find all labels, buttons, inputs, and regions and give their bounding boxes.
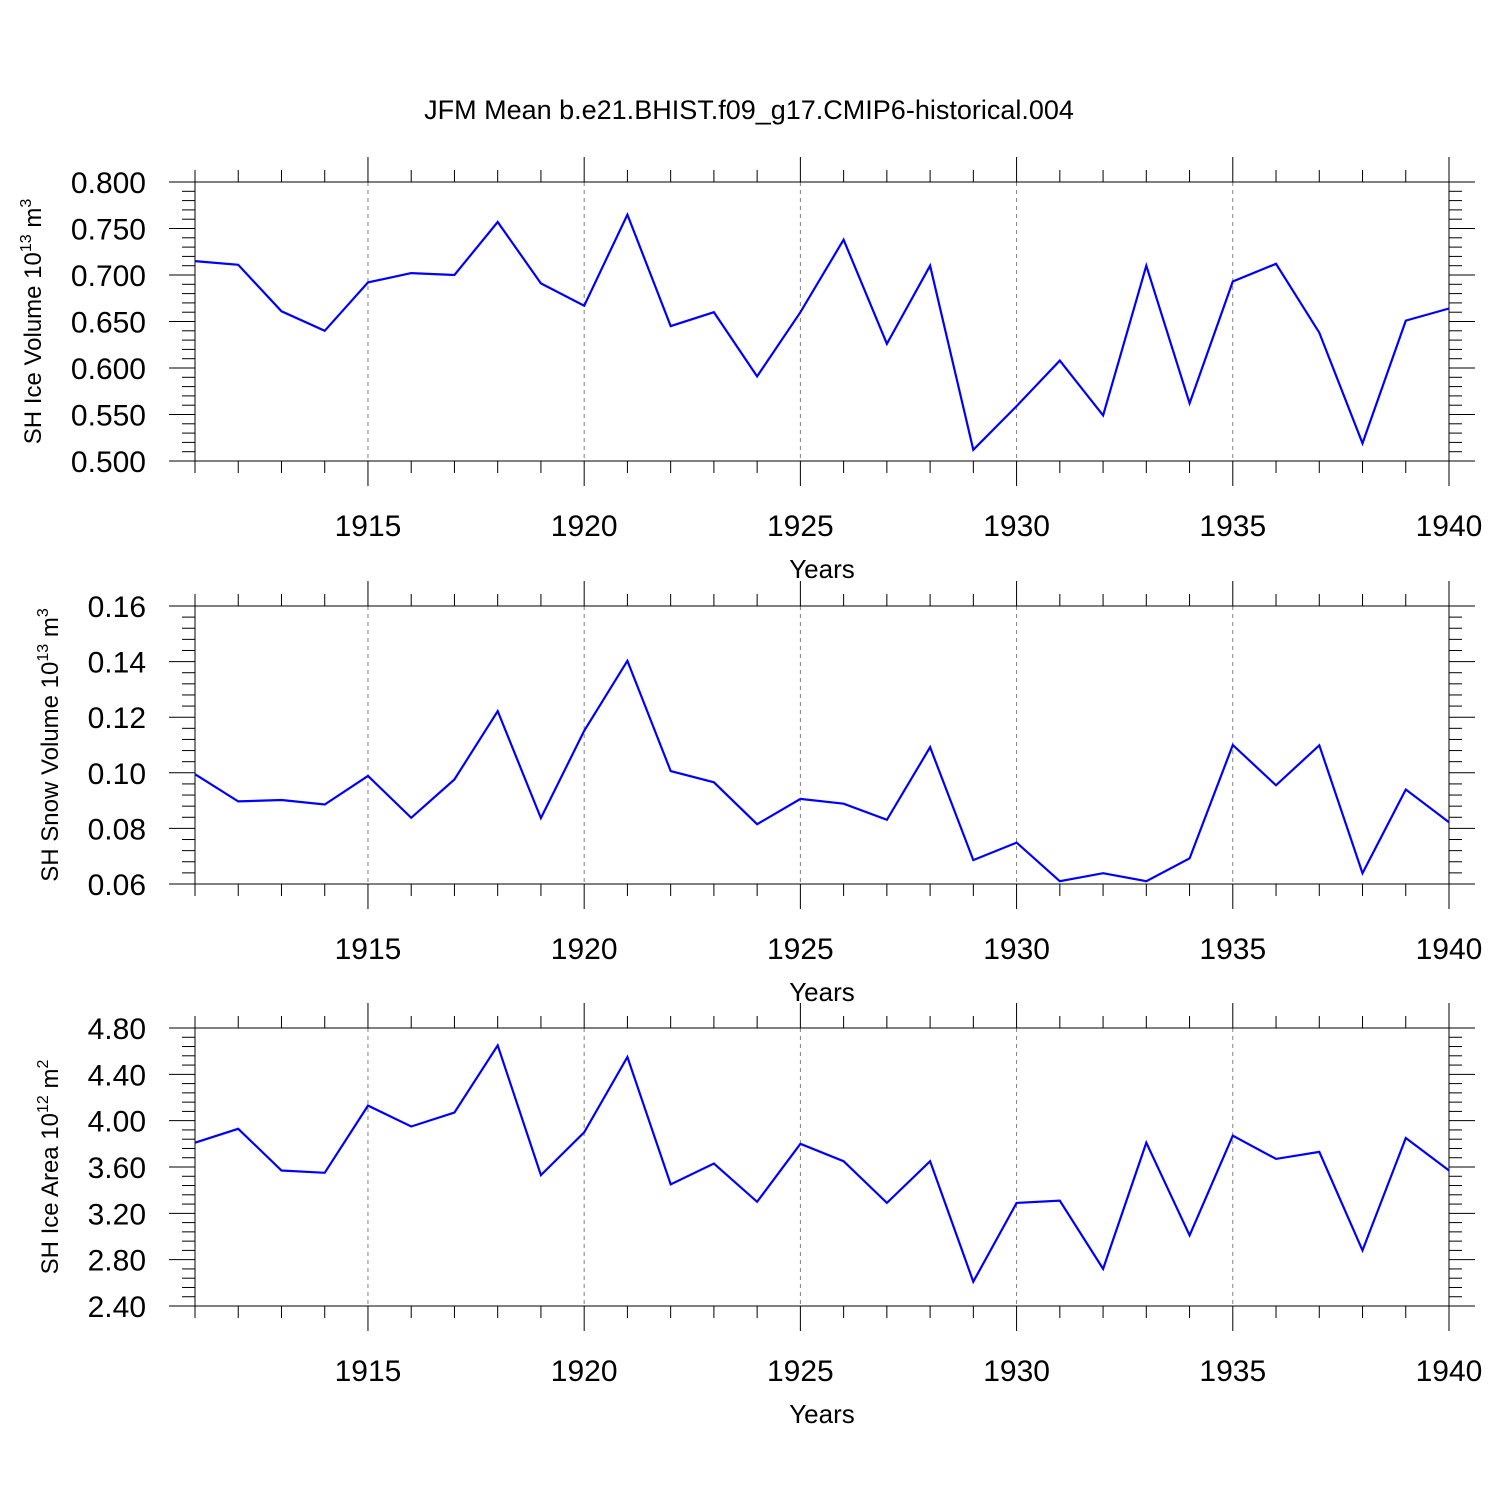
y-tick-label: 0.650 [71,307,146,340]
ice-volume-series-line [194,211,1450,452]
y-axis-label: SH Ice Volume 1013 m3 [18,199,47,445]
snow-volume-series-line [194,658,1450,883]
y-tick-label: 4.80 [88,1013,146,1046]
y-tick-label: 0.14 [88,647,146,680]
x-tick-label: 1935 [1199,933,1266,966]
figure-title: JFM Mean b.e21.BHIST.f09_g17.CMIP6-histo… [424,95,1074,125]
x-tick-label: 1940 [1416,933,1483,966]
plot-frame [194,181,1450,462]
y-tick-label: 0.750 [71,214,146,247]
ice-area-series-line [194,1042,1450,1285]
y-tick-label: 0.08 [88,813,146,846]
x-tick-label: 1930 [983,933,1050,966]
panel-ice-volume: 1915 1920 1925 1930 1935 1940 0.500 0.550 0.600 0… [18,157,1482,584]
y-tick-label: 4.00 [88,1106,146,1139]
y-tick-label: 0.500 [71,446,146,479]
x-tick-label: 1925 [767,933,834,966]
x-tick-label: 1940 [1416,510,1483,543]
y-tick-label: 0.12 [88,702,146,735]
y-axis-label: SH Snow Volume 1013 m3 [35,608,64,882]
panel-snow-volume: 1915 1920 1925 1930 1935 1940 0.06 0.08 0.10 0.12… [35,581,1482,1007]
y-tick-label: 2.40 [88,1291,146,1324]
x-tick-label: 1920 [551,1355,618,1388]
y-tick-label: 4.40 [88,1059,146,1092]
y-tick-label: 0.800 [71,167,146,200]
plot-frame [194,1027,1450,1307]
x-tick-label: 1920 [551,510,618,543]
x-tick-label: 1920 [551,933,618,966]
x-tick-label: 1925 [767,510,834,543]
y-tick-label: 3.60 [88,1152,146,1185]
x-axis-label: Years [789,554,855,584]
x-tick-label: 1915 [335,933,402,966]
x-tick-label: 1930 [983,1355,1050,1388]
y-axis-label: SH Ice Area 1012 m2 [35,1060,64,1275]
y-tick-label: 0.06 [88,869,146,902]
panel-ice-area: 1915 1920 1925 1930 1935 1940 2.40 2.80 3.20 3.60… [35,1003,1482,1429]
y-tick-label: 0.700 [71,260,146,293]
x-axis-label: Years [789,977,855,1007]
x-tick-label: 1915 [335,510,402,543]
x-tick-label: 1935 [1199,510,1266,543]
y-tick-label: 0.600 [71,353,146,386]
y-tick-label: 2.80 [88,1245,146,1278]
y-tick-label: 3.20 [88,1198,146,1231]
x-tick-label: 1915 [335,1355,402,1388]
y-tick-label: 0.16 [88,591,146,624]
x-axis-label: Years [789,1399,855,1429]
x-tick-label: 1935 [1199,1355,1266,1388]
plot-frame [194,605,1450,885]
y-tick-label: 0.550 [71,400,146,433]
y-tick-label: 0.10 [88,758,146,791]
x-tick-label: 1930 [983,510,1050,543]
x-tick-label: 1940 [1416,1355,1483,1388]
x-tick-label: 1925 [767,1355,834,1388]
